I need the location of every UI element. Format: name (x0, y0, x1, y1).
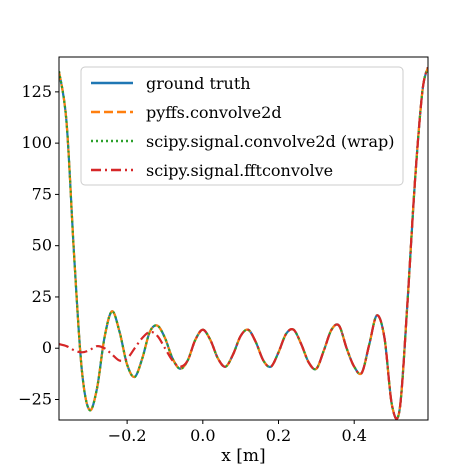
series-line-4 (59, 66, 428, 420)
legend: ground truth pyffs.convolve2d scipy.signal… (80, 66, 404, 186)
x-tick-label: 0.2 (266, 426, 291, 445)
y-tick-label: 125 (21, 82, 52, 101)
series-layer (59, 66, 428, 420)
x-axis-title: x [m] (221, 446, 265, 466)
legend-label-1: ground truth (146, 74, 251, 93)
series-line-3 (59, 66, 428, 420)
x-axis: −0.2 0.0 0.2 0.4 (108, 420, 367, 445)
y-tick-label: 100 (21, 133, 52, 152)
y-tick-label: 25 (32, 287, 52, 306)
y-axis: −25 0 25 50 75 100 125 (18, 82, 59, 408)
legend-box (80, 66, 404, 186)
y-tick-label: −25 (18, 389, 52, 408)
x-tick-label: 0.4 (341, 426, 366, 445)
x-tick-label: −0.2 (108, 426, 147, 445)
plot-frame (58, 56, 429, 421)
legend-label-3: scipy.signal.convolve2d (wrap) (146, 132, 394, 151)
legend-label-2: pyffs.convolve2d (146, 103, 282, 122)
y-tick-label: 75 (32, 184, 52, 203)
y-tick-label: 0 (42, 338, 52, 357)
x-tick-label: 0.0 (190, 426, 215, 445)
legend-label-4: scipy.signal.fftconvolve (146, 161, 333, 180)
y-tick-label: 50 (32, 236, 52, 255)
